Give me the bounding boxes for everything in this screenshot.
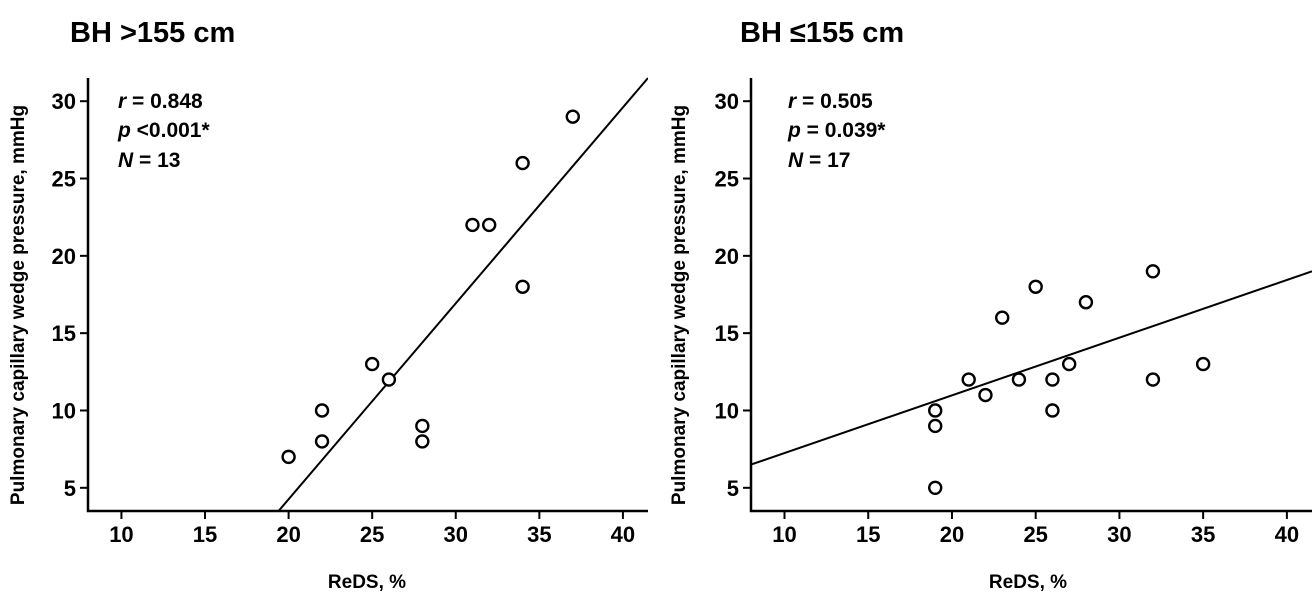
data-point [994, 310, 1010, 325]
data-point [928, 480, 943, 496]
stat-n: N = 13 [118, 149, 180, 172]
data-point [515, 155, 530, 171]
y-tick-label: 30 [715, 89, 739, 114]
stat-n: N = 17 [788, 149, 850, 172]
regression-line [277, 77, 648, 511]
axes [749, 78, 1312, 513]
y-tick-label: 5 [64, 476, 76, 501]
x-tick-label: 15 [856, 522, 880, 547]
data-point [1195, 356, 1211, 372]
y-axis-label: Pulmonary capillary wedge pressure, mmHg [8, 105, 29, 505]
stat-r: r = 0.505 [788, 90, 873, 113]
data-point [1045, 403, 1060, 418]
stat-p: p <0.001* [117, 119, 210, 142]
data-point [1145, 372, 1161, 387]
stat-p-label: p [787, 119, 801, 142]
stat-n-value: = 13 [133, 149, 180, 172]
data-point [314, 434, 330, 449]
y-tick-label: 15 [52, 321, 76, 346]
y-tick-label: 20 [52, 244, 76, 269]
data-point [1061, 356, 1077, 372]
x-tick-label: 20 [940, 522, 964, 547]
data-point [1045, 372, 1060, 387]
data-point [465, 217, 480, 233]
stat-r-value: = 0.848 [126, 90, 203, 113]
stat-r: r = 0.848 [118, 90, 203, 113]
stat-n-label: N [788, 149, 804, 172]
data-point [381, 372, 397, 387]
data-point [1011, 372, 1027, 387]
stat-n-label: N [118, 149, 134, 172]
stat-p-label: p [117, 119, 131, 142]
x-axis-label: ReDS, % [328, 572, 406, 593]
stat-r-label: r [788, 90, 798, 113]
x-tick-label: 40 [1275, 522, 1299, 547]
data-point [928, 418, 943, 434]
data-point [281, 449, 296, 465]
x-tick-label: 30 [444, 522, 468, 547]
stat-r-value: = 0.505 [796, 90, 873, 113]
y-tick-label: 10 [52, 398, 76, 423]
stat-p-value: = 0.039* [801, 119, 886, 142]
y-tick-label: 20 [715, 244, 739, 269]
regression-line [751, 270, 1312, 466]
axes [86, 78, 648, 513]
x-tick-label: 25 [1023, 522, 1047, 547]
x-tick-label: 30 [1107, 522, 1131, 547]
x-tick-label: 10 [109, 522, 133, 547]
data-point [928, 403, 943, 418]
y-axis-label: Pulmonary capillary wedge pressure, mmHg [669, 105, 690, 505]
chart-panel-bh-under-155: BH ≤155 cm Pulmonary capillary wedge pre… [669, 17, 1312, 593]
chart-title: BH >155 cm [70, 17, 235, 49]
data-point [1145, 264, 1161, 279]
y-tick-label: 30 [52, 89, 76, 114]
chart-panel-bh-over-155: BH >155 cm Pulmonary capillary wedge pre… [8, 17, 648, 593]
x-tick-label: 20 [276, 522, 300, 547]
data-point [565, 109, 580, 124]
x-axis-label: ReDS, % [989, 572, 1067, 593]
data-point [481, 217, 497, 233]
y-tick-label: 15 [715, 321, 739, 346]
data-point [415, 434, 430, 449]
stat-r-label: r [118, 90, 128, 113]
y-tick-label: 10 [715, 398, 739, 423]
data-point [314, 403, 330, 418]
x-tick-label: 35 [1191, 522, 1215, 547]
y-tick-label: 5 [727, 476, 739, 501]
x-tick-label: 40 [611, 522, 635, 547]
stat-p: p = 0.039* [787, 119, 886, 142]
y-tick-label: 25 [52, 167, 76, 192]
x-tick-label: 15 [193, 522, 217, 547]
data-point [961, 372, 976, 387]
x-tick-label: 10 [772, 522, 796, 547]
data-point [515, 279, 530, 294]
stat-p-value: <0.001* [131, 119, 211, 142]
x-tick-label: 35 [527, 522, 551, 547]
data-point [415, 418, 430, 434]
y-tick-label: 25 [715, 167, 739, 192]
chart-title: BH ≤155 cm [740, 17, 904, 49]
x-tick-label: 25 [360, 522, 384, 547]
data-point [978, 387, 993, 403]
data-point [1078, 295, 1094, 310]
data-point [1028, 279, 1043, 294]
stat-n-value: = 17 [803, 149, 850, 172]
data-point [364, 356, 380, 372]
